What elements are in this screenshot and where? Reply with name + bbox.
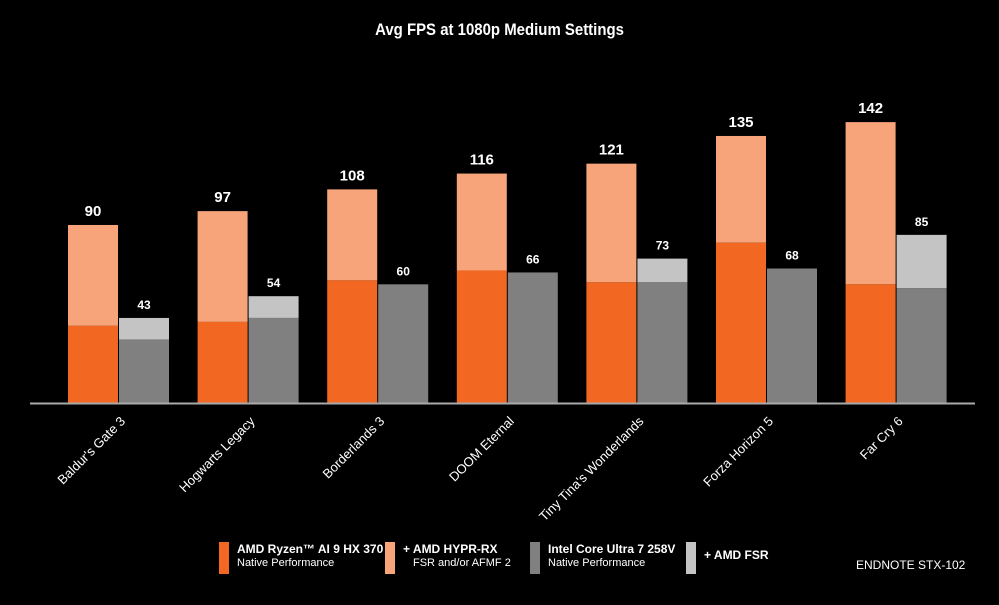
data-label-amd: 90	[85, 203, 102, 220]
legend-amd-native: AMD Ryzen™ AI 9 HX 370 Native Performanc…	[219, 542, 383, 574]
bar-amd-hypr-rx	[197, 211, 248, 322]
bar-intel-native	[378, 284, 429, 403]
bar-amd-hypr-rx	[456, 173, 507, 271]
legend-label: AMD Ryzen™ AI 9 HX 370	[237, 542, 384, 556]
bar-amd-hypr-rx	[716, 135, 766, 243]
bar-amd-fsr	[248, 296, 299, 318]
bar-amd-hypr-rx	[845, 122, 896, 285]
data-label-amd: 108	[340, 167, 365, 184]
bar-amd-native	[716, 242, 766, 403]
legend-swatch	[686, 542, 696, 574]
bar-intel-native	[507, 272, 558, 403]
category-label: Baldur's Gate 3	[54, 414, 128, 488]
data-label-amd: 97	[214, 189, 231, 206]
bar-amd-native	[586, 282, 637, 403]
category-label: Hogwarts Legacy	[176, 413, 258, 495]
data-label-intel: 54	[267, 276, 281, 290]
data-label-amd: 135	[728, 114, 753, 131]
data-label-intel: 73	[656, 239, 670, 253]
legend-label: Intel Core Ultra 7 258V	[548, 542, 676, 556]
category-label: Borderlands 3	[319, 414, 387, 482]
bar-amd-hypr-rx	[586, 163, 637, 283]
data-label-intel: 68	[785, 248, 799, 262]
data-label-amd: 121	[599, 142, 624, 159]
bar-amd-native	[845, 284, 896, 403]
bar-amd-fsr	[896, 234, 947, 289]
data-label-amd: 116	[470, 152, 494, 169]
bar-intel-native	[119, 339, 169, 403]
category-label: Tiny Tina's Wonderlands	[536, 413, 647, 524]
legend-label: + AMD FSR	[704, 548, 769, 562]
bar-amd-native	[68, 325, 118, 403]
legend-swatch	[219, 542, 229, 574]
legend-intel-native: Intel Core Ultra 7 258V Native Performan…	[530, 542, 675, 574]
legend-swatch	[385, 542, 395, 574]
bar-amd-native	[197, 321, 248, 403]
bar-intel-native	[637, 282, 688, 403]
bar-amd-fsr	[637, 258, 688, 283]
legend-sublabel: FSR and/or AFMF 2	[413, 557, 511, 569]
legend-amd-fsr: + AMD FSR	[686, 542, 769, 574]
bar-chart: 90 43 Baldur's Gate 3 97 54 Hogwarts Legacy 10…	[30, 100, 975, 524]
legend-label: + AMD HYPR-RX	[403, 542, 498, 556]
legend-sublabel: Native Performance	[548, 557, 646, 569]
legend-amd-hypr-rx: + AMD HYPR-RX FSR and/or AFMF 2	[385, 542, 511, 574]
category-label: Forza Horizon 5	[700, 414, 776, 490]
data-label-amd: 142	[858, 100, 883, 117]
legend-sublabel: Native Performance	[237, 557, 335, 569]
data-label-intel: 43	[137, 298, 151, 312]
bar-intel-native	[896, 288, 947, 403]
data-label-intel: 60	[397, 264, 411, 278]
bar-amd-native	[456, 270, 507, 403]
bar-amd-native	[327, 280, 378, 403]
bar-intel-native	[248, 317, 299, 403]
data-label-intel: 85	[915, 215, 929, 229]
chart-title: Avg FPS at 1080p Medium Settings	[375, 20, 624, 39]
category-label: DOOM Eternal	[446, 413, 517, 484]
bar-intel-native	[767, 268, 817, 403]
category-label: Far Cry 6	[857, 414, 906, 463]
data-label-intel: 66	[526, 252, 540, 266]
bar-amd-hypr-rx	[68, 224, 118, 326]
bar-amd-hypr-rx	[327, 189, 378, 281]
legend-swatch	[530, 542, 540, 574]
endnote: ENDNOTE STX-102	[856, 558, 966, 572]
bar-amd-fsr	[119, 317, 169, 340]
